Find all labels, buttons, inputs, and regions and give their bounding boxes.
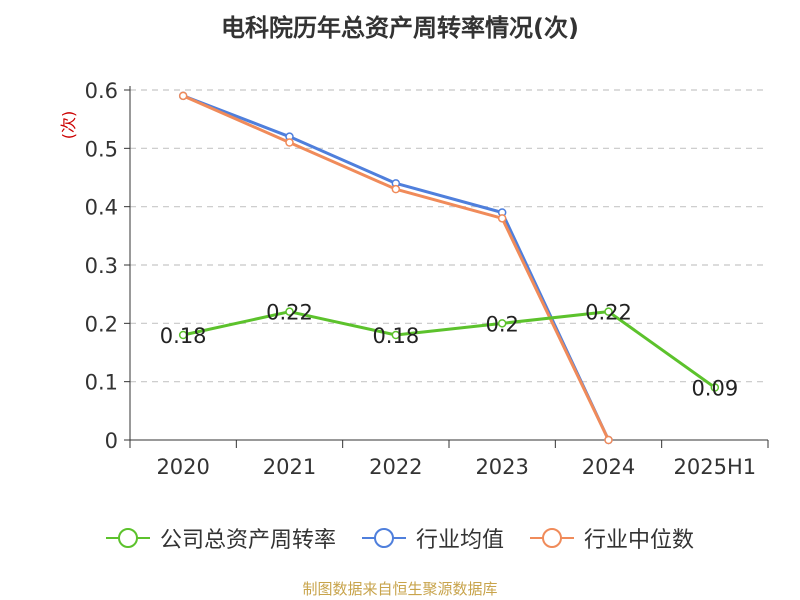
x-tick-label: 2021 xyxy=(263,455,316,479)
series-line xyxy=(182,310,716,389)
x-tick-label: 2023 xyxy=(475,455,528,479)
data-point xyxy=(285,307,294,316)
legend-item-company[interactable]: 公司总资产周转率 xyxy=(105,522,336,554)
data-label: 0.18 xyxy=(160,324,207,348)
y-tick-label: 0.5 xyxy=(85,137,118,161)
data-label: 0.09 xyxy=(691,377,738,401)
data-source: 制图数据来自恒生聚源数据库 xyxy=(302,580,498,598)
legend-marker-industry-median xyxy=(530,528,574,548)
legend-label-industry-median: 行业中位数 xyxy=(584,528,695,553)
y-tick-label: 0.4 xyxy=(85,196,118,220)
legend-item-industry-median[interactable]: 行业中位数 xyxy=(530,522,694,554)
data-point xyxy=(178,91,188,101)
series-line xyxy=(182,94,610,441)
legend-label-company: 公司总资产周转率 xyxy=(159,528,336,553)
data-point xyxy=(604,307,613,316)
y-tick-label: 0.6 xyxy=(85,79,118,103)
data-point xyxy=(285,138,294,147)
legend-label-industry-mean: 行业均值 xyxy=(415,528,504,553)
legend-marker-industry-mean xyxy=(361,528,406,548)
x-tick-label: 2024 xyxy=(582,455,635,479)
data-point xyxy=(391,184,401,194)
legend-marker-company xyxy=(105,528,150,548)
data-point xyxy=(391,330,401,340)
data-label: 0.2 xyxy=(485,312,518,336)
data-point xyxy=(604,435,613,445)
y-tick-label: 0.3 xyxy=(85,254,118,278)
data-point xyxy=(710,383,720,392)
y-tick-label: 0 xyxy=(105,429,118,453)
data-point xyxy=(497,319,507,328)
data-label: 0.18 xyxy=(372,324,419,348)
legend: 公司总资产周转率 行业均值 行业中位数 xyxy=(0,522,800,554)
x-tick-label: 2025H1 xyxy=(674,455,757,479)
x-tick-label: 2022 xyxy=(369,455,422,479)
data-label: 0.22 xyxy=(266,301,313,325)
y-axis-label: (次) xyxy=(59,111,78,140)
legend-item-industry-mean[interactable]: 行业均值 xyxy=(361,522,504,554)
chart-title: 电科院历年总资产周转率情况(次) xyxy=(221,14,579,42)
data-point xyxy=(497,214,507,223)
x-tick-label: 2020 xyxy=(156,455,209,479)
series-line xyxy=(182,94,610,441)
data-point xyxy=(178,330,188,340)
y-tick-label: 0.1 xyxy=(85,371,118,395)
data-label: 0.22 xyxy=(585,301,632,325)
y-tick-label: 0.2 xyxy=(85,312,118,336)
